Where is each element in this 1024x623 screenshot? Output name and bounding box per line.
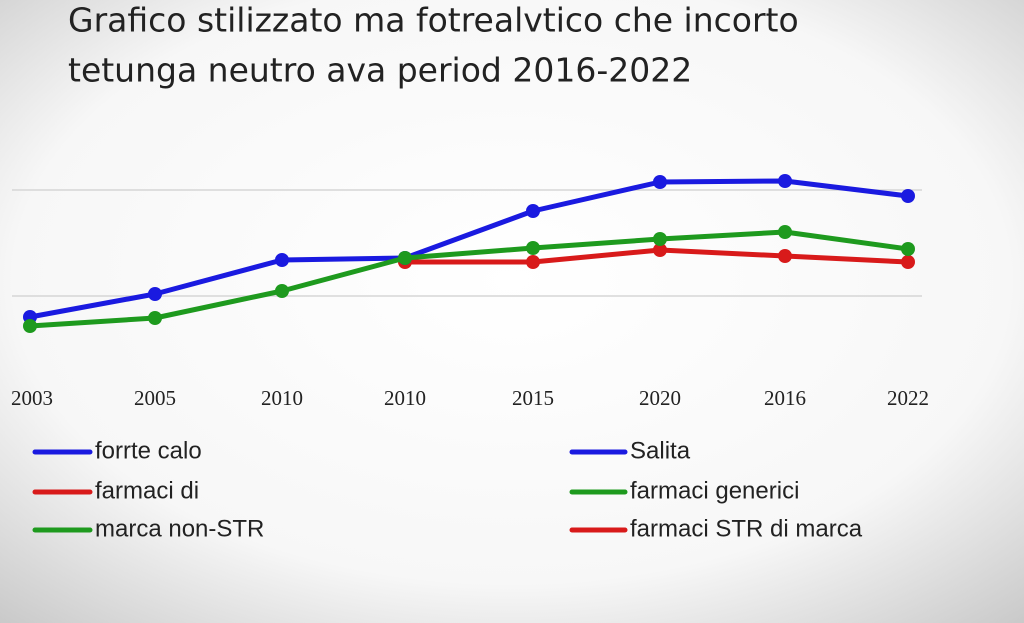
legend-label: forrte calo (95, 437, 202, 464)
data-point (901, 255, 915, 269)
x-tick-label: 2005 (134, 386, 176, 410)
data-point (398, 251, 412, 265)
data-point (275, 284, 289, 298)
data-point (653, 232, 667, 246)
x-tick-label: 2020 (639, 386, 681, 410)
data-point (778, 249, 792, 263)
x-tick-label: 2010 (261, 386, 303, 410)
data-point (778, 174, 792, 188)
x-tick-label: 2003 (11, 386, 53, 410)
legend-label: farmaci generici (630, 477, 799, 504)
series-line (29, 229, 909, 329)
data-point (526, 204, 540, 218)
chart-title: Grafico stilizzato ma fotrealvtico che i… (68, 1, 799, 40)
data-point (526, 241, 540, 255)
data-point (653, 243, 667, 257)
data-point (275, 253, 289, 267)
data-point (653, 175, 667, 189)
data-point (148, 287, 162, 301)
chart-title: tetunga neutro ava period 2016-2022 (68, 51, 692, 90)
x-tick-label: 2022 (887, 386, 929, 410)
legend-label: farmaci STR di marca (630, 515, 863, 542)
legend-label: Salita (630, 437, 691, 464)
series-line (29, 178, 909, 320)
data-point (901, 242, 915, 256)
x-tick-label: 2010 (384, 386, 426, 410)
data-point (901, 189, 915, 203)
x-tick-label: 2016 (764, 386, 806, 410)
data-point (526, 255, 540, 269)
data-point (23, 319, 37, 333)
legend-label: farmaci di (95, 477, 199, 504)
data-point (148, 311, 162, 325)
legend-label: marca non-STR (95, 515, 264, 542)
x-tick-label: 2015 (512, 386, 554, 410)
data-point (778, 225, 792, 239)
